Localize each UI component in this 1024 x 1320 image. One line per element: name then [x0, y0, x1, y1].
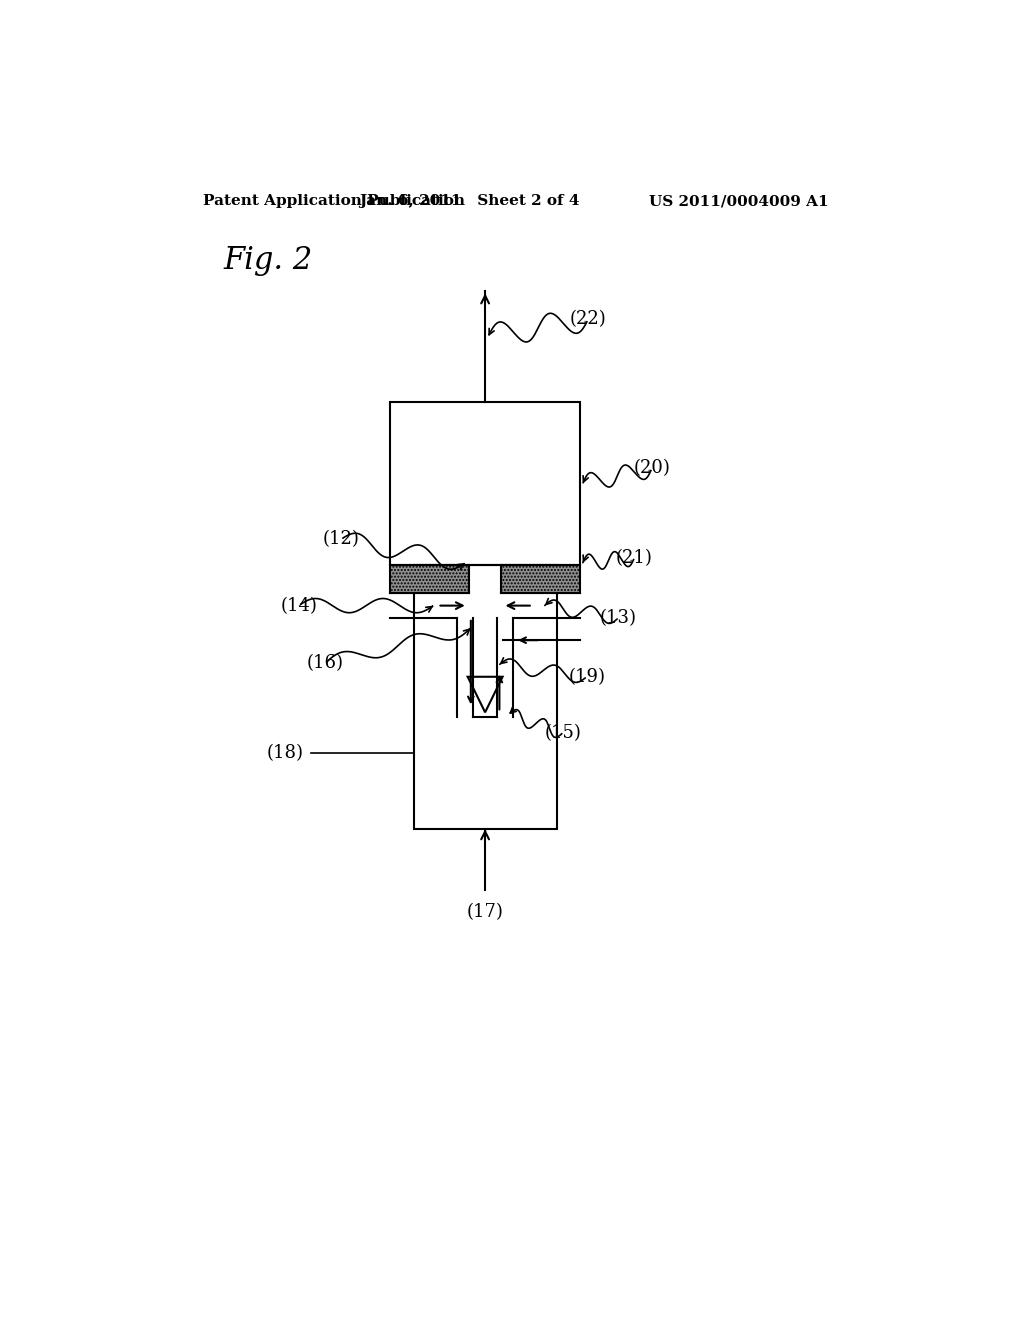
Text: (18): (18): [266, 744, 304, 762]
Text: (19): (19): [568, 668, 605, 686]
Text: (14): (14): [281, 597, 317, 615]
Text: (16): (16): [306, 655, 343, 673]
Text: (12): (12): [323, 531, 359, 549]
Text: (17): (17): [467, 904, 504, 921]
Text: (22): (22): [570, 310, 606, 327]
Text: Patent Application Publication: Patent Application Publication: [204, 194, 465, 209]
Text: (20): (20): [633, 459, 671, 478]
Polygon shape: [390, 565, 469, 594]
Text: Fig. 2: Fig. 2: [223, 244, 312, 276]
Text: (13): (13): [600, 609, 637, 627]
Text: US 2011/0004009 A1: US 2011/0004009 A1: [649, 194, 828, 209]
Text: (21): (21): [615, 549, 652, 566]
Text: (15): (15): [545, 723, 582, 742]
Polygon shape: [501, 565, 581, 594]
Text: Jan. 6, 2011   Sheet 2 of 4: Jan. 6, 2011 Sheet 2 of 4: [359, 194, 580, 209]
